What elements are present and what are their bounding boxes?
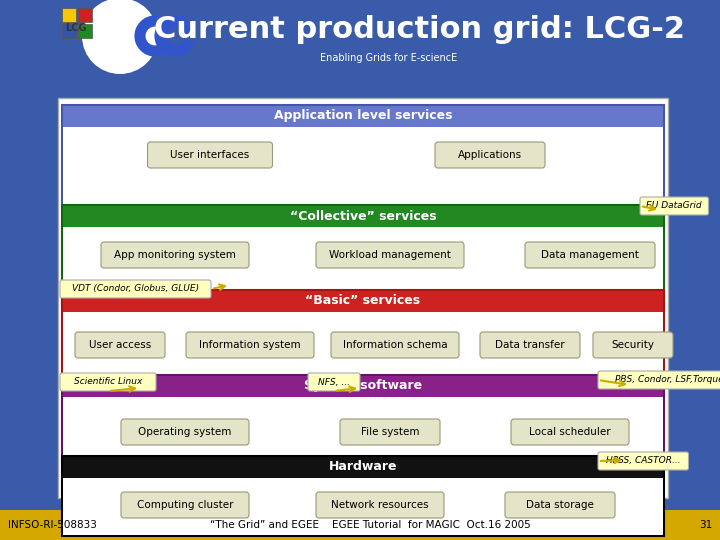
Bar bbox=[62, 24, 76, 38]
FancyBboxPatch shape bbox=[598, 452, 688, 470]
FancyBboxPatch shape bbox=[525, 242, 655, 268]
Text: Enabling Grids for E-sciencE: Enabling Grids for E-sciencE bbox=[320, 53, 457, 63]
Bar bbox=[78, 8, 92, 22]
Text: LCG: LCG bbox=[66, 23, 86, 33]
FancyBboxPatch shape bbox=[505, 492, 615, 518]
FancyBboxPatch shape bbox=[480, 332, 580, 358]
Text: Security: Security bbox=[611, 340, 654, 350]
Text: User interfaces: User interfaces bbox=[171, 150, 250, 160]
Text: EU DataGrid: EU DataGrid bbox=[647, 201, 702, 211]
Bar bbox=[63, 312, 663, 389]
Text: Network resources: Network resources bbox=[331, 500, 429, 510]
Text: Scientific Linux: Scientific Linux bbox=[74, 377, 142, 387]
Text: File system: File system bbox=[361, 427, 419, 437]
Bar bbox=[0, 510, 720, 540]
FancyBboxPatch shape bbox=[101, 242, 249, 268]
FancyBboxPatch shape bbox=[121, 492, 249, 518]
FancyBboxPatch shape bbox=[316, 492, 444, 518]
Bar bbox=[62, 8, 76, 22]
Text: INFSO-RI-508833: INFSO-RI-508833 bbox=[8, 520, 97, 530]
Text: Data storage: Data storage bbox=[526, 500, 594, 510]
Text: “Basic” services: “Basic” services bbox=[305, 294, 420, 307]
Bar bbox=[62, 375, 664, 470]
Text: Applications: Applications bbox=[458, 150, 522, 160]
Bar bbox=[62, 105, 664, 205]
Text: Application level services: Application level services bbox=[274, 110, 452, 123]
FancyBboxPatch shape bbox=[598, 371, 720, 389]
Text: Data management: Data management bbox=[541, 250, 639, 260]
Text: Data transfer: Data transfer bbox=[495, 340, 564, 350]
Text: Operating system: Operating system bbox=[138, 427, 232, 437]
Bar bbox=[63, 227, 663, 304]
Text: Hardware: Hardware bbox=[329, 461, 397, 474]
Text: Local scheduler: Local scheduler bbox=[529, 427, 611, 437]
FancyBboxPatch shape bbox=[640, 197, 708, 215]
Bar bbox=[62, 205, 664, 305]
Text: NFS, ...: NFS, ... bbox=[318, 377, 350, 387]
Circle shape bbox=[82, 0, 158, 74]
Bar bbox=[63, 478, 663, 535]
Text: Current production grid: LCG-2: Current production grid: LCG-2 bbox=[155, 16, 685, 44]
Text: App monitoring system: App monitoring system bbox=[114, 250, 236, 260]
Text: User access: User access bbox=[89, 340, 151, 350]
FancyBboxPatch shape bbox=[331, 332, 459, 358]
Text: Computing cluster: Computing cluster bbox=[137, 500, 233, 510]
FancyBboxPatch shape bbox=[75, 332, 165, 358]
FancyBboxPatch shape bbox=[511, 419, 629, 445]
Bar bbox=[62, 290, 664, 390]
Bar bbox=[62, 456, 664, 536]
Text: System software: System software bbox=[304, 380, 422, 393]
Bar bbox=[0, 0, 720, 72]
FancyBboxPatch shape bbox=[435, 142, 545, 168]
FancyBboxPatch shape bbox=[60, 373, 156, 391]
Text: Workload management: Workload management bbox=[329, 250, 451, 260]
Text: 31: 31 bbox=[698, 520, 712, 530]
FancyBboxPatch shape bbox=[60, 280, 211, 298]
Text: “Collective” services: “Collective” services bbox=[289, 210, 436, 222]
Bar bbox=[63, 397, 663, 469]
FancyBboxPatch shape bbox=[340, 419, 440, 445]
Text: PBS, Condor, LSF,Torque...: PBS, Condor, LSF,Torque... bbox=[615, 375, 720, 384]
FancyBboxPatch shape bbox=[308, 373, 360, 391]
Text: Information schema: Information schema bbox=[343, 340, 447, 350]
Bar bbox=[58, 98, 668, 498]
Text: “The Grid” and EGEE    EGEE Tutorial  for MAGIC  Oct.16 2005: “The Grid” and EGEE EGEE Tutorial for MA… bbox=[210, 520, 531, 530]
Bar bbox=[78, 24, 92, 38]
Text: VDT (Condor, Globus, GLUE): VDT (Condor, Globus, GLUE) bbox=[72, 285, 199, 294]
FancyBboxPatch shape bbox=[316, 242, 464, 268]
FancyBboxPatch shape bbox=[593, 332, 673, 358]
FancyBboxPatch shape bbox=[148, 142, 272, 168]
FancyBboxPatch shape bbox=[186, 332, 314, 358]
Text: HPSS, CASTOR...: HPSS, CASTOR... bbox=[606, 456, 680, 465]
Text: Information system: Information system bbox=[199, 340, 301, 350]
Bar bbox=[63, 127, 663, 204]
FancyBboxPatch shape bbox=[121, 419, 249, 445]
